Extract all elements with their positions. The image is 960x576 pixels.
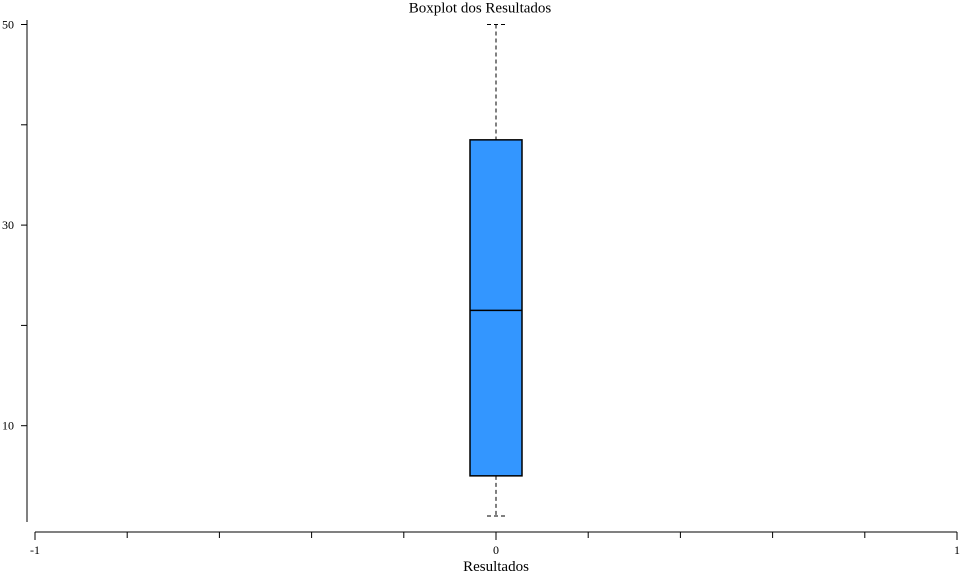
box-group <box>469 24 523 517</box>
x-axis-ticks: -1 0 1 <box>30 532 960 557</box>
y-axis-ticks: 10 30 50 <box>2 18 27 433</box>
x-tick-label: 0 <box>493 543 499 557</box>
y-tick-label: 30 <box>2 218 14 232</box>
box-iqr <box>469 139 523 477</box>
x-tick-label: -1 <box>30 543 40 557</box>
x-axis-title: Resultados <box>463 559 529 575</box>
y-tick-label: 50 <box>2 18 14 32</box>
y-tick-label: 10 <box>2 419 14 433</box>
chart-title: Boxplot dos Resultados <box>409 1 552 17</box>
x-tick-label: 1 <box>954 543 960 557</box>
